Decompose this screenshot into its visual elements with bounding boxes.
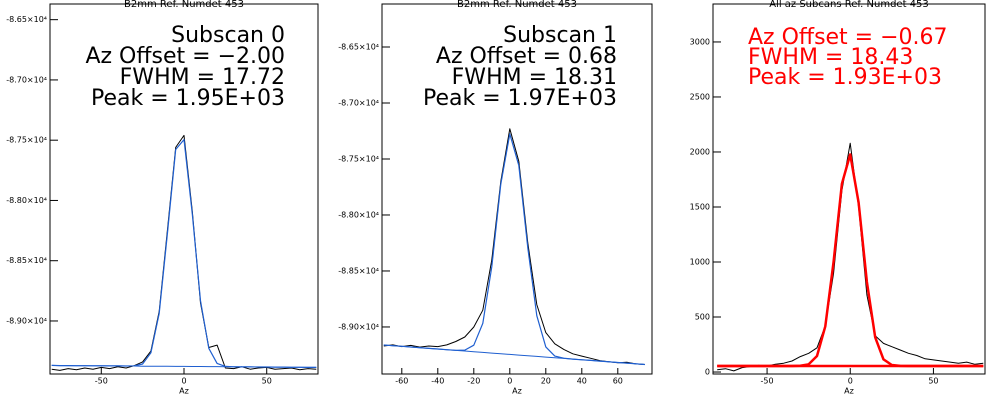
annotation: Az Offset = 0.68 <box>436 44 617 69</box>
series-line <box>51 134 317 371</box>
y-tick-label: -8.85×10⁴ <box>6 256 47 265</box>
y-tick-label: 2000 <box>690 147 710 156</box>
x-tick-label: -50 <box>761 377 774 386</box>
y-tick-label: -8.90×10⁴ <box>6 316 47 325</box>
x-tick-label: 20 <box>541 377 551 386</box>
x-tick-label: -40 <box>431 377 444 386</box>
y-tick-label: 1500 <box>690 202 710 211</box>
x-tick-label: 0 <box>507 377 512 386</box>
y-tick-label: -8.65×10⁴ <box>6 15 47 24</box>
y-tick-label: -8.70×10⁴ <box>338 98 379 107</box>
annotation: FWHM = 17.72 <box>120 65 285 90</box>
annotation: Peak = 1.95E+03 <box>91 86 285 111</box>
x-tick-label: 50 <box>928 377 938 386</box>
annotation: Az Offset = −2.00 <box>85 44 285 69</box>
y-tick-label: -8.90×10⁴ <box>338 322 379 331</box>
y-tick-label: -8.85×10⁴ <box>338 266 379 275</box>
series-line <box>717 153 984 368</box>
x-tick-label: -50 <box>95 377 108 386</box>
y-tick-label: 1000 <box>690 257 710 266</box>
series-line <box>717 142 984 372</box>
x-tick-label: -20 <box>467 377 480 386</box>
y-tick-label: 3000 <box>690 37 710 46</box>
y-tick-label: -8.80×10⁴ <box>6 196 47 205</box>
series-line <box>383 128 645 365</box>
x-tick-label: 0 <box>848 377 853 386</box>
annotation: Az Offset = −0.67 <box>748 25 948 50</box>
chart-title: B2mm Ref. Numdet 453 <box>457 0 577 10</box>
annotation: Subscan 1 <box>503 23 617 48</box>
x-tick-label: 0 <box>181 377 186 386</box>
y-tick-label: 0 <box>705 368 710 377</box>
y-tick-label: -8.75×10⁴ <box>6 136 47 145</box>
annotation: FWHM = 18.43 <box>748 45 913 70</box>
y-tick-label: 2500 <box>690 92 710 101</box>
y-tick-label: -8.70×10⁴ <box>6 75 47 84</box>
plot-frame <box>381 3 653 375</box>
x-tick-label: 60 <box>613 377 623 386</box>
x-tick-label: 40 <box>577 377 587 386</box>
annotation: FWHM = 18.31 <box>452 65 617 90</box>
annotation: Subscan 0 <box>171 23 285 48</box>
annotation: Peak = 1.97E+03 <box>423 86 617 111</box>
chart-title: All az Subcans Ref. Numdet 453 <box>769 0 929 10</box>
y-tick-label: -8.65×10⁴ <box>338 43 379 52</box>
series-line <box>51 139 317 368</box>
y-tick-label: 500 <box>695 313 710 322</box>
annotation: Peak = 1.93E+03 <box>748 65 942 90</box>
plot-frame <box>712 3 986 375</box>
series-line <box>383 133 645 366</box>
y-tick-label: -8.75×10⁴ <box>338 154 379 163</box>
x-axis-label: Az <box>179 387 189 396</box>
x-tick-label: 50 <box>262 377 272 386</box>
x-tick-label: -60 <box>395 377 408 386</box>
x-axis-label: Az <box>844 387 854 396</box>
y-tick-label: -8.80×10⁴ <box>338 210 379 219</box>
x-axis-label: Az <box>512 387 522 396</box>
chart-title: B2mm Ref. Numdet 453 <box>124 0 244 10</box>
